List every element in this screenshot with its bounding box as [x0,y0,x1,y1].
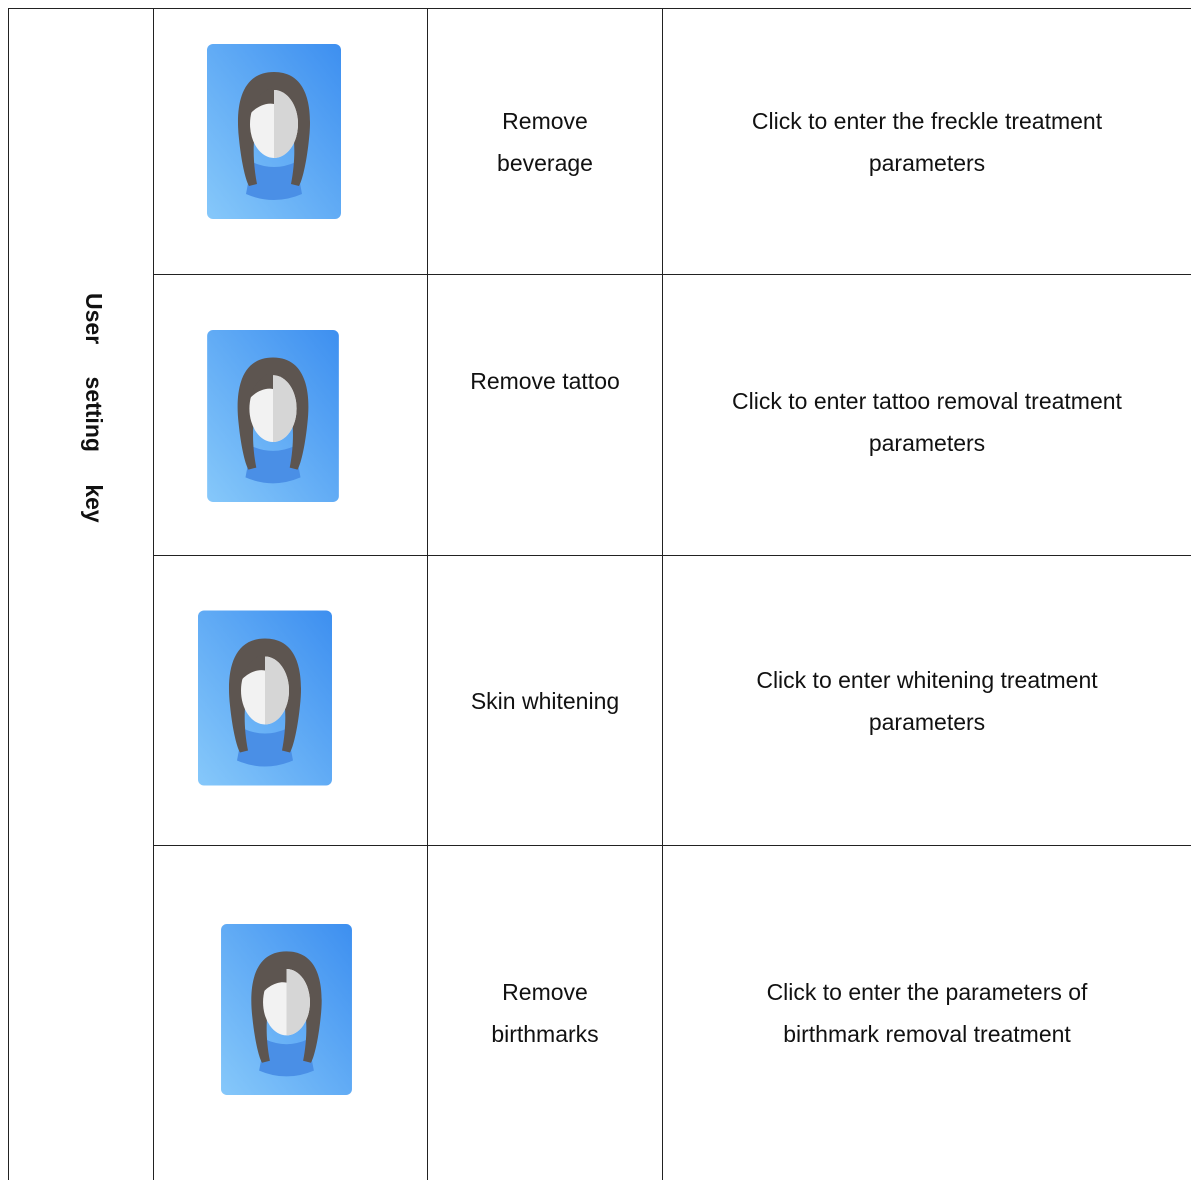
icon [207,44,341,219]
border [153,8,154,1180]
description: Click to enter tattoo removal treatment … [732,387,1122,456]
border [153,274,1191,275]
border [662,8,663,1180]
description-cell: Click to enter the freckle treatment par… [663,9,1191,274]
icon [205,330,341,502]
label: Remove tattoo [470,367,620,394]
description-cell: Click to enter the parameters of birthma… [663,846,1191,1180]
description: Click to enter the parameters of birthma… [766,979,1088,1047]
label-cell: Remove birthmarks [428,846,662,1180]
border [8,8,9,1180]
label: Remove beverage [497,107,593,176]
description: Click to enter the freckle treatment par… [751,107,1103,176]
border [153,845,1191,846]
description: Click to enter whitening treatment param… [756,666,1098,735]
label-cell: Skin whitening [428,556,662,845]
border [8,8,1191,9]
description-cell: Click to enter whitening treatment param… [663,556,1191,845]
label: Skin whitening [470,687,620,714]
header-text: User setting key [81,293,107,523]
border [427,8,428,1180]
icon [220,924,353,1095]
label-cell: Remove tattoo [428,275,662,486]
label-cell: Remove beverage [428,9,662,274]
border [153,555,1191,556]
label: Remove birthmarks [491,979,599,1047]
header-cell: User setting key [8,8,153,1180]
description-cell: Click to enter tattoo removal treatment … [663,275,1191,568]
icon [198,609,332,787]
